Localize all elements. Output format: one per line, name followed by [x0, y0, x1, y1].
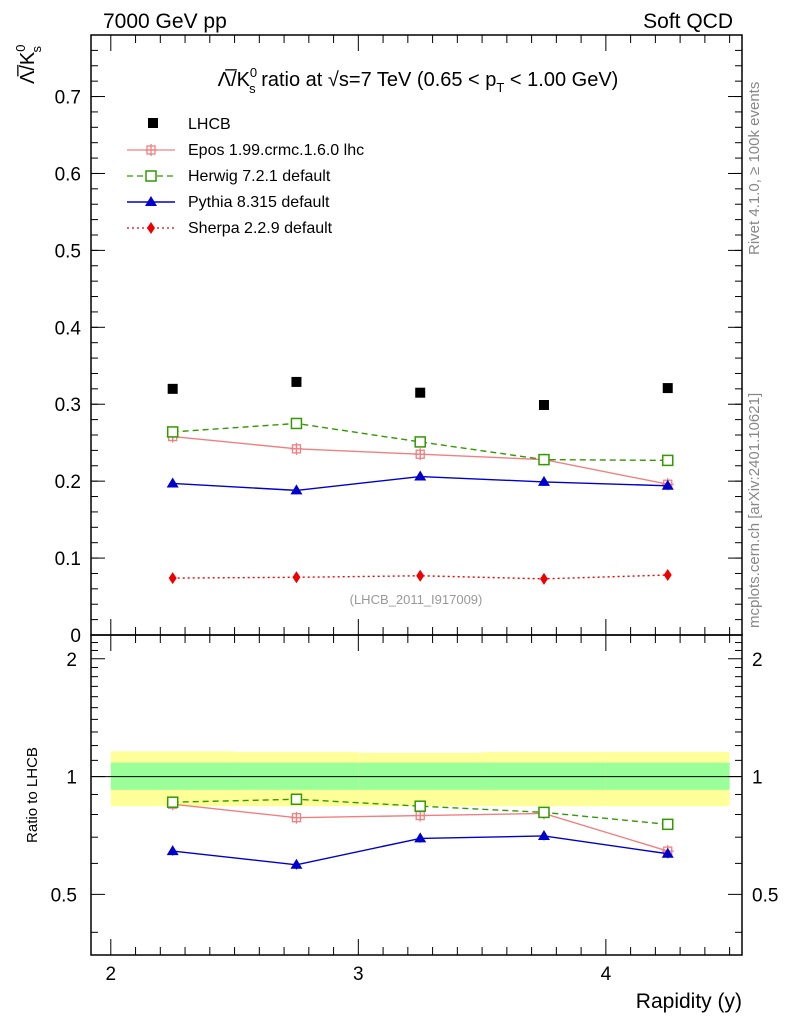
series-point-1 [166, 426, 179, 438]
y-tick-label: 0.4 [55, 318, 82, 339]
y-tick-label: 0.5 [55, 241, 81, 262]
series-point-2 [166, 477, 179, 488]
series-point-2 [661, 479, 674, 490]
legend-marker-sherpa [147, 222, 155, 234]
series-point-1 [538, 453, 550, 466]
mcplots-label: mcplots.cern.ch [arXiv:2401.10621] [746, 393, 763, 628]
data-point-lhcb [415, 387, 426, 398]
y-tick-label: 0.1 [55, 549, 81, 570]
series-layer [166, 376, 674, 870]
legend-entry-lhcb: LHCB [148, 116, 231, 133]
ratio-point-1 [290, 793, 303, 806]
y-tick-label: 0.7 [55, 88, 81, 109]
data-point-lhcb [538, 400, 549, 410]
legend-label-epos: Epos 1.99.crmc.1.6.0 lhc [188, 142, 364, 159]
legend: LHCB Epos 1.99.crmc.1.6.0 lhc Herwig 7.2… [127, 116, 364, 237]
chart-title: Λ̅/K0 s ratio at √s=7 TeV (0.65 < pT < 1.… [218, 65, 619, 96]
legend-entry-pythia: Pythia 8.315 default [127, 194, 330, 211]
data-point-lhcb [662, 383, 673, 394]
ratio-y-tick-label-right: 0.5 [752, 885, 778, 906]
legend-entry-herwig: Herwig 7.2.1 default [127, 168, 331, 185]
series-point-1 [414, 436, 426, 448]
ratio-point-2 [166, 845, 179, 856]
y-tick-label: 0.2 [55, 472, 81, 493]
ratio-point-2 [290, 858, 303, 869]
series-point-3 [416, 569, 425, 582]
analysis-watermark: (LHCB_2011_I917009) [350, 592, 483, 607]
ratio-y-tick-label-left: 2 [66, 650, 77, 671]
series-point-2 [414, 470, 427, 481]
x-tick-label: 4 [601, 964, 612, 985]
ratio-y-tick-label-left: 0.5 [51, 885, 77, 906]
legend-label-herwig: Herwig 7.2.1 default [188, 168, 331, 185]
legend-label-sherpa: Sherpa 2.2.9 default [188, 220, 333, 237]
header-left: 7000 GeV pp [103, 10, 227, 33]
ratio-series-1 [166, 793, 674, 831]
series-point-3 [663, 569, 672, 581]
series-point-3 [168, 572, 177, 585]
ratio-point-2 [661, 847, 674, 858]
y-axis-label: Λ̅/K0s [13, 45, 44, 85]
series-3 [168, 569, 672, 585]
legend-marker-pythia [145, 196, 157, 206]
axes-ticks: 0 0.1 0.2 0.3 0.4 0.5 0.6 0.7 0.5 0.5 1 1 2 2 2 3 4 [51, 34, 778, 985]
ratio-y-tick-label-right: 2 [752, 650, 763, 671]
series-point-1 [661, 454, 674, 467]
legend-entry-sherpa: Sherpa 2.2.9 default [127, 220, 333, 237]
x-tick-label: 2 [106, 964, 117, 985]
ratio-point-2 [537, 829, 550, 840]
ratio-series-2 [166, 829, 674, 870]
series-point-3 [539, 572, 548, 585]
legend-entry-epos: Epos 1.99.crmc.1.6.0 lhc [127, 142, 364, 159]
ratio-point-1 [414, 800, 426, 812]
ratio-point-0 [290, 811, 303, 824]
y-tick-label: 0.6 [55, 164, 81, 185]
series-point-0 [414, 448, 427, 461]
y-tick-label: 0 [70, 626, 81, 647]
series-1 [166, 417, 674, 467]
data-point-lhcb [291, 376, 302, 387]
legend-marker-epos [145, 144, 157, 156]
rivet-label: Rivet 4.1.0, ≥ 100k events [746, 82, 763, 255]
legend-marker-herwig [145, 170, 157, 182]
ratio-point-1 [661, 818, 674, 831]
series-line-1 [172, 422, 668, 462]
x-axis-label: Rapidity (y) [636, 990, 742, 1013]
ratio-point-1 [538, 806, 550, 819]
ratio-y-axis-label: Ratio to LHCB [24, 747, 41, 843]
header-right: Soft QCD [643, 10, 733, 33]
data-point-lhcb [167, 383, 178, 394]
series-2 [166, 470, 674, 495]
x-tick-label: 3 [353, 964, 364, 985]
y-tick-label: 0.3 [55, 395, 81, 416]
plot-frames [90, 34, 743, 956]
data-points [167, 376, 673, 410]
legend-marker-lhcb [148, 118, 158, 128]
ratio-bands [91, 751, 742, 807]
series-point-2 [537, 475, 550, 486]
ratio-point-2 [414, 832, 427, 843]
ratio-point-1 [166, 796, 179, 808]
ratio-y-tick-label-right: 1 [752, 768, 763, 789]
ratio-y-tick-label-left: 1 [66, 768, 77, 789]
ratio-frame [90, 634, 743, 956]
ratio-line-1 [172, 798, 668, 826]
legend-label-lhcb: LHCB [188, 116, 231, 133]
series-point-3 [292, 571, 301, 584]
legend-label-pythia: Pythia 8.315 default [188, 194, 330, 211]
series-point-1 [290, 417, 303, 430]
series-point-0 [290, 442, 303, 455]
series-point-2 [290, 484, 303, 495]
